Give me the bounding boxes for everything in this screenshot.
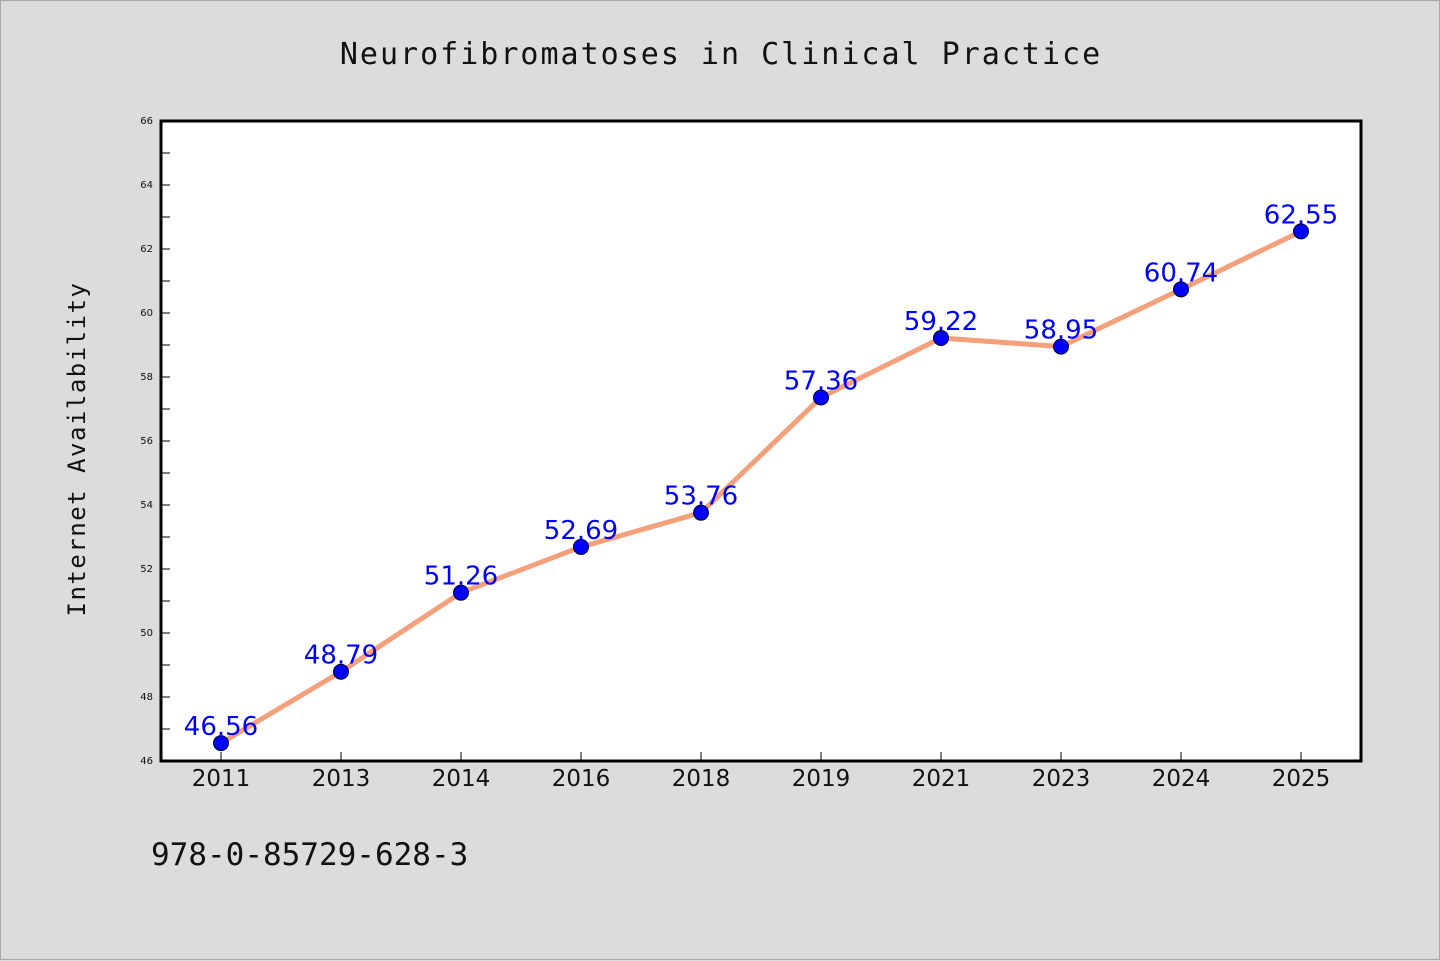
y-tick-label: 56 [140, 436, 153, 447]
y-tick-label: 64 [140, 180, 153, 191]
data-point [693, 504, 709, 521]
y-tick-label: 58 [140, 372, 153, 383]
y-tick-label: 54 [140, 500, 153, 511]
x-tick-label: 2016 [552, 766, 611, 792]
data-point [333, 663, 349, 680]
y-tick-label: 46 [140, 756, 153, 767]
chart-title: Neurofibromatoses in Clinical Practice [340, 37, 1102, 72]
x-tick-label: 2025 [1272, 766, 1331, 792]
series-line [218, 228, 1304, 746]
data-point [1053, 338, 1069, 355]
data-point [453, 584, 469, 601]
isbn-text: 978-0-85729-628-3 [151, 837, 468, 873]
x-tick-label: 2023 [1032, 766, 1091, 792]
x-tick-label: 2011 [192, 766, 251, 792]
data-point [933, 329, 949, 346]
y-tick-label: 62 [140, 244, 153, 255]
plot-area [161, 121, 1361, 761]
x-tick-label: 2014 [432, 766, 491, 792]
y-tick-label: 66 [140, 116, 153, 127]
data-point [813, 389, 829, 406]
data-point [573, 538, 589, 555]
data-point [1173, 281, 1189, 298]
data-point [213, 735, 229, 752]
x-tick-label: 2019 [792, 766, 851, 792]
x-tick-label: 2018 [672, 766, 731, 792]
y-tick-label: 50 [140, 628, 153, 639]
x-tick-label: 2024 [1152, 766, 1211, 792]
y-axis-label: Internet Availability [63, 282, 91, 617]
y-tick-label: 60 [140, 308, 153, 319]
plot-frame [159, 119, 1363, 763]
data-point [1293, 223, 1309, 240]
x-axis: 2011 2013 2014 2016 2018 2019 2021 2023 2024 2025 [192, 752, 1331, 792]
y-tick-label: 48 [140, 692, 153, 703]
x-tick-label: 2013 [312, 766, 371, 792]
y-tick-label: 52 [140, 564, 153, 575]
x-tick-label: 2021 [912, 766, 971, 792]
